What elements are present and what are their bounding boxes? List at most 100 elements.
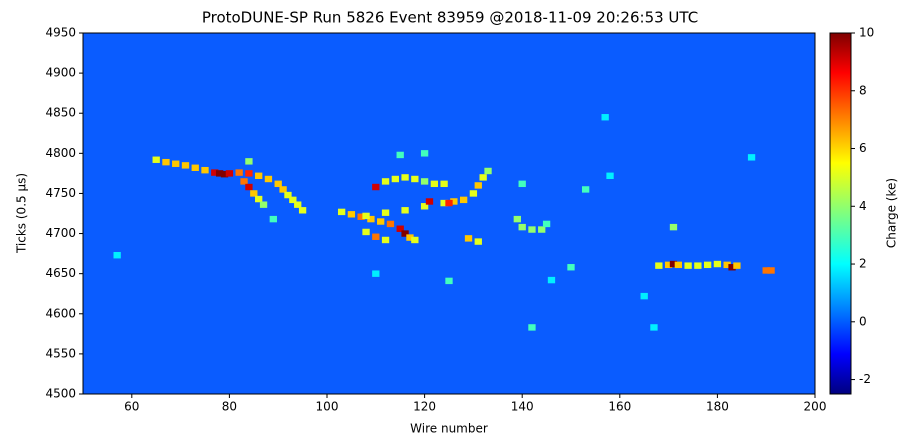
hit-cell	[674, 261, 683, 269]
hit-cell	[664, 261, 673, 269]
y-axis-label: Ticks (0.5 μs)	[15, 173, 29, 254]
hit-cell	[357, 213, 365, 220]
plot-frame	[82, 32, 816, 395]
hit-cell	[528, 324, 536, 331]
hit-cell	[640, 292, 648, 300]
hit-cell	[377, 218, 385, 225]
hit-cell	[255, 195, 263, 203]
hit-cell	[733, 262, 741, 269]
hit-cell	[479, 174, 487, 181]
x-tick-label: 140	[511, 400, 534, 414]
hit-cell	[284, 191, 292, 199]
hit-cell	[484, 167, 492, 175]
x-tick-label: 80	[222, 400, 237, 414]
hit-cell	[279, 186, 287, 193]
hit-cell	[113, 252, 121, 259]
y-tick-label: 4950	[45, 26, 76, 40]
hit-cell	[289, 196, 297, 204]
x-tick-label: 200	[804, 400, 827, 414]
hit-cell	[411, 236, 419, 244]
chart-title: ProtoDUNE-SP Run 5826 Event 83959 @2018-…	[202, 9, 698, 27]
hit-cell	[386, 220, 395, 228]
hit-cell	[420, 150, 429, 157]
hit-cell	[440, 180, 448, 188]
colorbar-tick-label: 10	[859, 26, 874, 40]
hit-cell	[513, 215, 521, 223]
plot-background	[83, 33, 815, 394]
hit-cell	[250, 190, 258, 197]
x-tick-label: 180	[706, 400, 729, 414]
hit-cell	[401, 207, 409, 214]
hit-cell	[669, 260, 678, 268]
hit-cell	[396, 225, 404, 232]
hit-cell	[767, 267, 775, 274]
hit-cell	[245, 158, 253, 165]
hit-cell	[528, 226, 536, 233]
hit-cell	[367, 215, 375, 223]
hit-cell	[581, 186, 590, 193]
hit-cell	[542, 220, 551, 228]
hit-cell	[655, 262, 663, 269]
hit-cell	[459, 196, 468, 204]
x-tick-label: 160	[608, 400, 631, 414]
hit-cell	[181, 162, 190, 169]
hit-cell	[255, 172, 263, 180]
hit-cell	[372, 233, 380, 240]
hit-cell	[215, 170, 224, 177]
y-tick-label: 4900	[45, 66, 76, 80]
hit-cell	[762, 267, 770, 274]
hit-cell	[450, 198, 458, 205]
hit-cell	[172, 160, 180, 167]
hit-cell	[391, 175, 399, 183]
hit-cell	[547, 276, 556, 284]
hit-cell	[269, 215, 277, 223]
hit-cell	[245, 170, 253, 177]
hit-cell	[381, 178, 390, 185]
y-tick-label: 4750	[45, 186, 76, 200]
hit-cell	[474, 182, 482, 189]
hit-cell	[723, 261, 731, 269]
hit-cell	[445, 277, 453, 285]
hit-cell	[294, 201, 302, 208]
hit-cell	[440, 199, 448, 207]
hit-cell	[245, 183, 253, 191]
x-axis-label: Wire number	[410, 422, 488, 436]
hit-cell	[518, 180, 526, 188]
hit-cell	[606, 172, 614, 180]
x-tick-label: 120	[413, 400, 436, 414]
hit-cell	[713, 260, 722, 268]
colorbar-tick-label: 8	[859, 83, 867, 97]
hit-cell	[362, 228, 370, 236]
hit-cell	[211, 169, 219, 176]
hit-cell	[201, 166, 209, 174]
hit-cell	[420, 178, 429, 185]
hit-cell	[728, 264, 736, 271]
y-tick-label: 4650	[45, 266, 76, 280]
hit-cell	[601, 114, 609, 121]
hit-cell	[264, 175, 273, 183]
x-tick-label: 60	[124, 400, 139, 414]
hit-cell	[425, 198, 434, 205]
colorbar-tick-label: 0	[859, 314, 867, 328]
hit-cell	[401, 174, 409, 181]
y-tick-label: 4800	[45, 146, 76, 160]
hit-cell	[669, 223, 678, 231]
hits	[113, 114, 775, 331]
hit-cell	[347, 211, 356, 218]
hit-cell	[381, 236, 390, 244]
colorbar-label: Charge (ke)	[885, 178, 899, 248]
y-tick-label: 4700	[45, 226, 76, 240]
hit-cell	[684, 262, 692, 269]
hit-cell	[162, 158, 170, 166]
hit-cell	[411, 175, 419, 183]
hit-cell	[703, 261, 712, 269]
hit-cell	[152, 156, 160, 163]
hit-cell	[430, 180, 439, 188]
hit-cell	[538, 226, 546, 233]
colorbar-tick-label: -2	[859, 372, 871, 386]
hit-cell	[381, 209, 390, 216]
hit-cell	[220, 170, 229, 178]
hit-cell	[274, 180, 282, 188]
x-tick-label: 100	[316, 400, 339, 414]
